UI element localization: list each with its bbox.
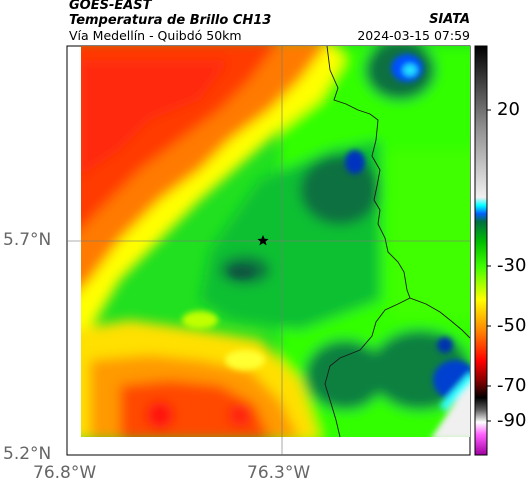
colorbar-label: -50 [497, 315, 526, 336]
lon-tick-label: 76.8°W [33, 463, 97, 483]
colorbar [474, 45, 488, 456]
lat-tick-label: 5.7°N [3, 230, 52, 250]
colorbar-label: 20 [497, 99, 520, 120]
colorbar-ticks [487, 109, 491, 422]
source-label: SIATA [429, 12, 470, 27]
lat-tick-label: 5.2°N [3, 444, 52, 464]
brightness-temperature-field [81, 46, 470, 437]
lon-tick-label: 76.3°W [247, 463, 311, 483]
colorbar-label: -30 [497, 255, 526, 276]
product-title: Temperatura de Brillo CH13 [69, 13, 272, 28]
colorbar-label: -70 [497, 375, 526, 396]
datetime-label: 2024-03-15 07:59 [357, 28, 470, 43]
region-label: Vía Medellín - Quibdó 50km [69, 28, 242, 43]
colorbar-label: -90 [497, 410, 526, 431]
boundary-lines [324, 45, 471, 438]
star-icon [257, 235, 269, 246]
satellite-label: GOES-EAST [69, 0, 152, 13]
